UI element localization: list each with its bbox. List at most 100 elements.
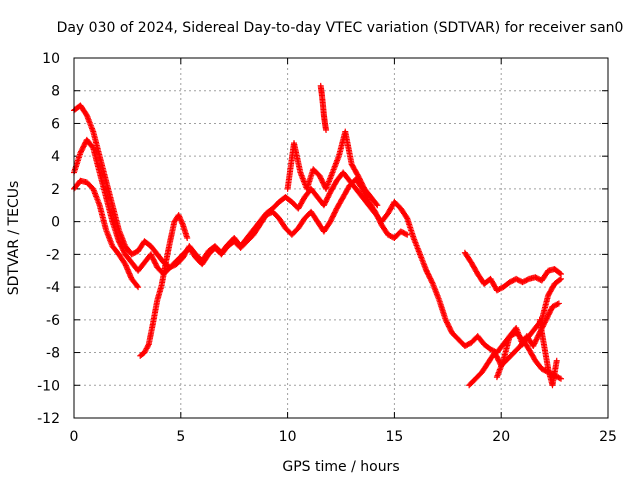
data-point <box>531 340 538 347</box>
data-point <box>77 149 84 156</box>
data-point <box>355 174 362 181</box>
data-point <box>119 246 126 253</box>
data-point <box>330 212 337 219</box>
data-point <box>151 259 158 266</box>
data-point <box>119 244 126 251</box>
data-point <box>317 175 324 182</box>
data-point <box>556 375 563 382</box>
data-point <box>324 195 331 202</box>
data-point <box>120 248 127 255</box>
y-tick-label: 6 <box>51 116 60 132</box>
data-point <box>446 324 453 331</box>
data-point <box>79 144 86 151</box>
data-point <box>184 235 191 241</box>
data-point <box>79 145 86 152</box>
data-point <box>316 172 323 179</box>
data-point <box>118 243 125 250</box>
data-point <box>117 240 124 247</box>
data-point <box>327 217 334 224</box>
grid-layer <box>74 58 608 418</box>
y-tick-label: -8 <box>46 346 60 362</box>
data-point <box>147 251 154 258</box>
data-point <box>328 216 335 223</box>
data-point <box>493 352 500 359</box>
data-points <box>71 82 565 389</box>
data-point <box>556 270 563 277</box>
x-tick-label: 0 <box>70 429 79 445</box>
series-track-3 <box>71 177 142 291</box>
data-point <box>324 194 331 201</box>
data-point <box>81 142 88 149</box>
data-point <box>323 127 330 133</box>
data-point <box>357 176 364 183</box>
data-point <box>403 214 410 221</box>
data-point <box>558 375 565 382</box>
data-point <box>149 255 156 262</box>
y-tick-label: -12 <box>37 411 60 427</box>
data-point <box>558 275 565 282</box>
data-point <box>544 312 551 319</box>
data-point <box>548 306 555 313</box>
y-tick-label: -2 <box>46 247 60 263</box>
data-point <box>429 279 436 286</box>
data-point <box>424 270 431 277</box>
data-point <box>78 147 85 154</box>
y-axis-label: SDTVAR / TECUs <box>6 181 22 296</box>
data-point <box>374 212 381 219</box>
series-track-11 <box>536 316 560 389</box>
data-point <box>372 208 379 215</box>
series-track-8 <box>461 249 565 294</box>
data-point <box>375 215 382 222</box>
data-point <box>442 316 449 323</box>
data-point <box>555 300 562 307</box>
data-point <box>331 210 338 217</box>
x-tick-label: 5 <box>176 429 185 445</box>
tick-layer <box>73 57 609 419</box>
data-point <box>80 143 87 150</box>
data-point <box>153 261 160 268</box>
data-point <box>443 318 450 325</box>
data-point <box>447 327 454 334</box>
y-tick-label: -6 <box>46 313 60 329</box>
data-point <box>145 342 152 349</box>
data-point <box>359 181 366 188</box>
data-point <box>320 180 327 187</box>
data-point <box>426 274 433 281</box>
data-point <box>546 308 553 315</box>
data-point <box>374 214 381 221</box>
data-point <box>423 267 430 274</box>
series-track-6 <box>317 82 330 133</box>
data-point <box>358 179 365 186</box>
data-point <box>374 202 381 209</box>
data-point <box>325 193 332 200</box>
data-point <box>530 341 537 348</box>
data-point <box>424 269 431 276</box>
data-point <box>319 179 326 186</box>
x-axis-label: GPS time / hours <box>282 459 399 475</box>
data-point <box>377 219 384 226</box>
data-point <box>355 172 362 179</box>
x-tick-label: 25 <box>599 429 617 445</box>
data-point <box>357 178 364 185</box>
data-point <box>148 252 155 259</box>
data-point <box>534 335 541 342</box>
data-point <box>545 311 552 318</box>
data-point <box>376 217 383 224</box>
data-point <box>445 323 452 330</box>
data-point <box>530 343 537 349</box>
data-point <box>547 307 554 314</box>
data-point <box>427 275 434 282</box>
y-tick-labels: -12 -10 -8 -6 -4 -2 0 2 4 6 8 10 <box>37 51 60 427</box>
data-point <box>318 176 325 183</box>
data-point <box>331 209 338 216</box>
y-tick-label: 2 <box>51 182 60 198</box>
data-point <box>426 272 433 279</box>
data-point <box>356 175 363 182</box>
plot-frame <box>73 57 609 419</box>
data-point <box>427 276 434 283</box>
data-point <box>78 148 85 155</box>
data-point <box>447 325 454 332</box>
data-point <box>554 301 561 308</box>
data-point <box>89 143 96 150</box>
data-point <box>150 256 157 263</box>
